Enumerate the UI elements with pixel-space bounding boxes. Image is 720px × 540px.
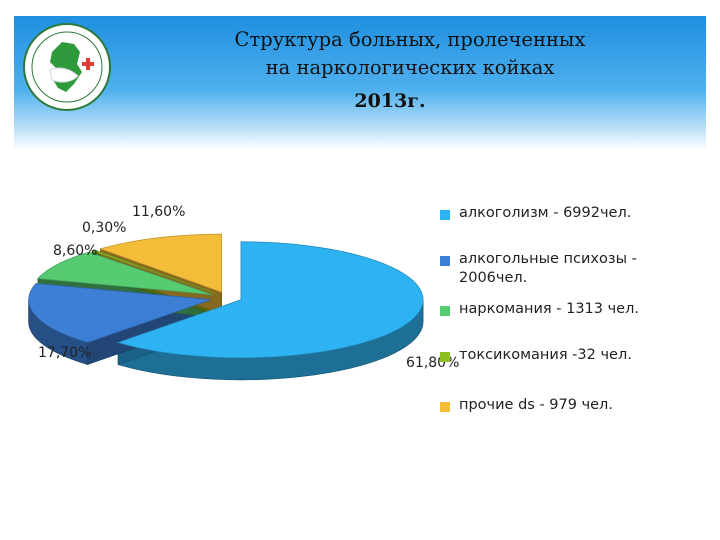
slide-title: Структура больных, пролеченных на наркол… (180, 26, 640, 115)
pie-slice-3 (90, 249, 217, 294)
legend-label-0: алкоголизм - 6992чел. (459, 205, 632, 221)
legend-label-1: алкогольные психозы - 2006чел. (459, 251, 637, 286)
title-year: 2013г. (354, 90, 426, 112)
header-band (14, 16, 706, 150)
legend-swatch-3 (440, 352, 450, 362)
data-label-3: 0,30% (82, 220, 127, 236)
title-line-1: Структура больных, пролеченных (234, 28, 586, 51)
legend-label-2: наркомания - 1313 чел. (459, 301, 639, 317)
legend-swatch-2 (440, 306, 450, 316)
data-label-2: 8,60% (53, 243, 98, 259)
legend-swatch-1 (440, 256, 450, 266)
logo-emblem (23, 23, 111, 111)
legend-label-4: прочие ds - 979 чел. (459, 397, 613, 413)
legend-label-3: токсикомания -32 чел. (459, 347, 632, 363)
data-label-1: 17,70% (38, 345, 92, 361)
title-line-2: на наркологических койках (265, 56, 555, 79)
legend-swatch-4 (440, 402, 450, 412)
legend-swatch-0 (440, 210, 450, 220)
pie-slice-1 (28, 283, 211, 343)
data-label-4: 11,60% (132, 204, 186, 220)
pie-slice-2 (37, 251, 213, 296)
pie-slice-0 (116, 241, 424, 359)
pie-slice-4 (99, 233, 222, 293)
data-label-0: 61,80% (406, 355, 460, 371)
